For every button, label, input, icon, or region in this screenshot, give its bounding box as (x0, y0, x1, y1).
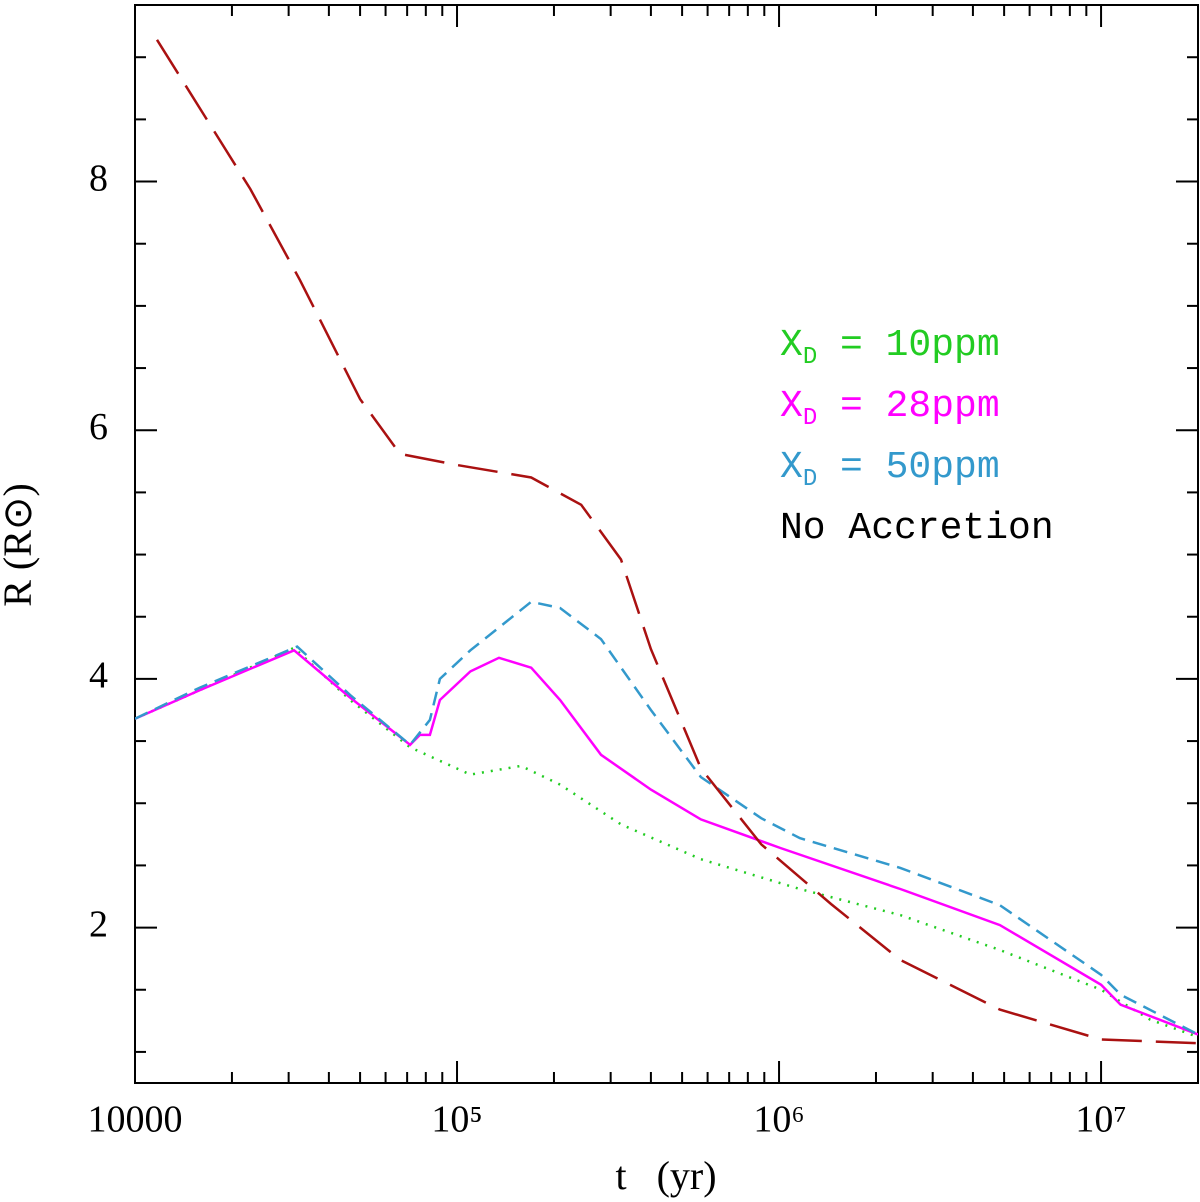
legend-entry: XD = 28ppm (780, 385, 1000, 432)
y-axis-label: R (R⊙) (0, 483, 40, 607)
series-line (155, 39, 1198, 1045)
y-tick-label: 4 (89, 655, 108, 697)
y-tick-label: 2 (89, 903, 108, 945)
x-tick-label: 10000 (88, 1099, 183, 1141)
x-tick-label: 10⁶ (753, 1099, 804, 1141)
series-line (135, 600, 1198, 1036)
plot-frame (134, 4, 1199, 1084)
y-tick-label: 6 (89, 406, 108, 448)
y-tick-label: 8 (89, 157, 108, 199)
x-axis-label: t (yr) (615, 1153, 716, 1198)
legend-entry: No Accretion (780, 507, 1054, 550)
x-tick-label: 10⁷ (1075, 1099, 1126, 1141)
legend-entry: XD = 50ppm (780, 446, 1000, 493)
series-line (135, 646, 1198, 1039)
series-line (135, 648, 1198, 1036)
x-tick-label: 10⁵ (431, 1099, 482, 1141)
legend-entry: XD = 10ppm (780, 324, 1000, 371)
